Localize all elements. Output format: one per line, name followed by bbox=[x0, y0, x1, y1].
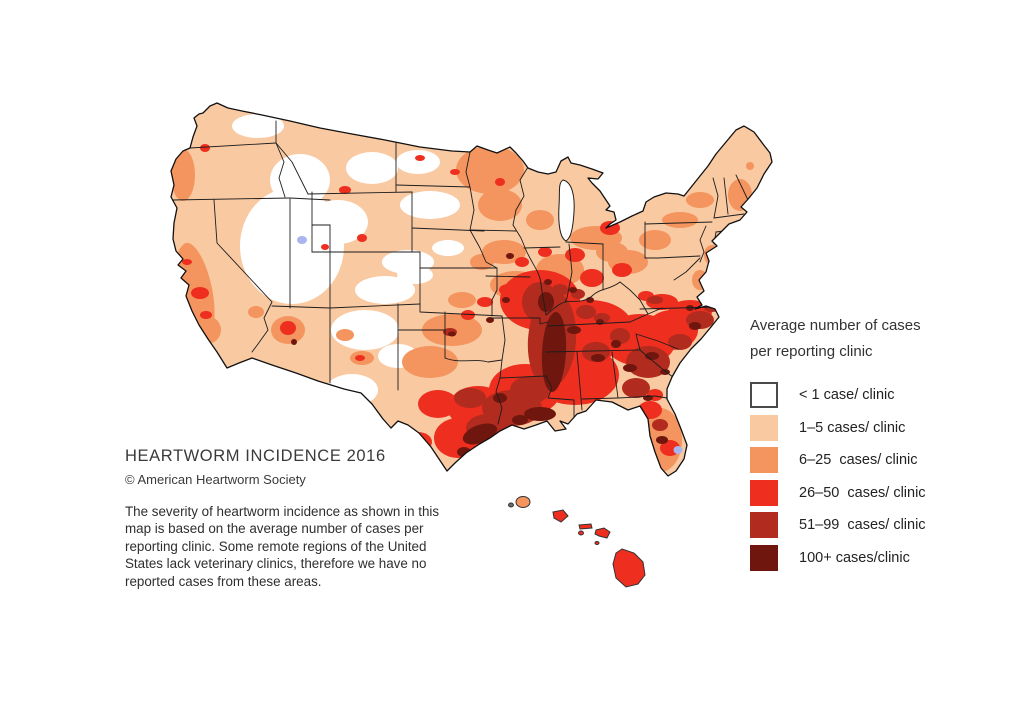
island-kauai bbox=[515, 496, 531, 508]
legend-swatch-51-99 bbox=[750, 512, 778, 539]
island-molokai bbox=[578, 523, 593, 530]
legend-row: < 1 case/ clinic bbox=[750, 379, 980, 412]
legend-swatch-26-50 bbox=[750, 479, 778, 506]
island-lanai bbox=[578, 530, 584, 536]
map-description: The severity of heartworm incidence as s… bbox=[125, 504, 440, 589]
legend-title-line1: Average number of cases bbox=[750, 317, 921, 334]
lake-okeechobee bbox=[673, 446, 683, 454]
page-title: HEARTWORM INCIDENCE 2016 bbox=[125, 447, 386, 465]
legend-swatch-lt1 bbox=[750, 382, 778, 409]
great-lakes bbox=[558, 179, 575, 242]
legend-label: 100+ cases/clinic bbox=[799, 549, 910, 566]
legend-row: 100+ cases/clinic bbox=[750, 542, 980, 575]
copyright-line: © American Heartworm Society bbox=[125, 472, 306, 487]
legend-row: 51–99 cases/ clinic bbox=[750, 509, 980, 542]
legend-row: 6–25 cases/ clinic bbox=[750, 444, 980, 477]
great-salt-lake bbox=[297, 236, 307, 244]
hawaii-islands bbox=[508, 496, 646, 588]
legend-label: 6–25 cases/ clinic bbox=[799, 452, 918, 469]
island-kahoolawe bbox=[594, 541, 600, 545]
legend-items: < 1 case/ clinic 1–5 cases/ clinic 6–25 … bbox=[750, 379, 980, 574]
title-block: HEARTWORM INCIDENCE 2016 © American Hear… bbox=[125, 447, 465, 487]
incidence-layer bbox=[171, 103, 772, 476]
island-niihau bbox=[508, 502, 514, 508]
island-oahu bbox=[552, 509, 569, 523]
legend-label: 26–50 cases/ clinic bbox=[799, 484, 926, 501]
us-outline bbox=[170, 102, 773, 477]
legend-row: 26–50 cases/ clinic bbox=[750, 477, 980, 510]
island-maui bbox=[594, 527, 611, 539]
legend-row: 1–5 cases/ clinic bbox=[750, 412, 980, 445]
legend-label: 51–99 cases/ clinic bbox=[799, 517, 926, 534]
legend-swatch-100plus bbox=[750, 544, 778, 571]
legend-swatch-6-25 bbox=[750, 447, 778, 474]
island-hawaii bbox=[612, 548, 646, 588]
legend-title-line2: per reporting clinic bbox=[750, 343, 873, 360]
legend-label: 1–5 cases/ clinic bbox=[799, 419, 906, 436]
legend-swatch-1-5 bbox=[750, 414, 778, 441]
lake-michigan bbox=[558, 179, 575, 242]
legend: Average number of cases per reporting cl… bbox=[750, 313, 980, 574]
legend-label: < 1 case/ clinic bbox=[799, 387, 895, 404]
state-borders bbox=[172, 120, 749, 425]
